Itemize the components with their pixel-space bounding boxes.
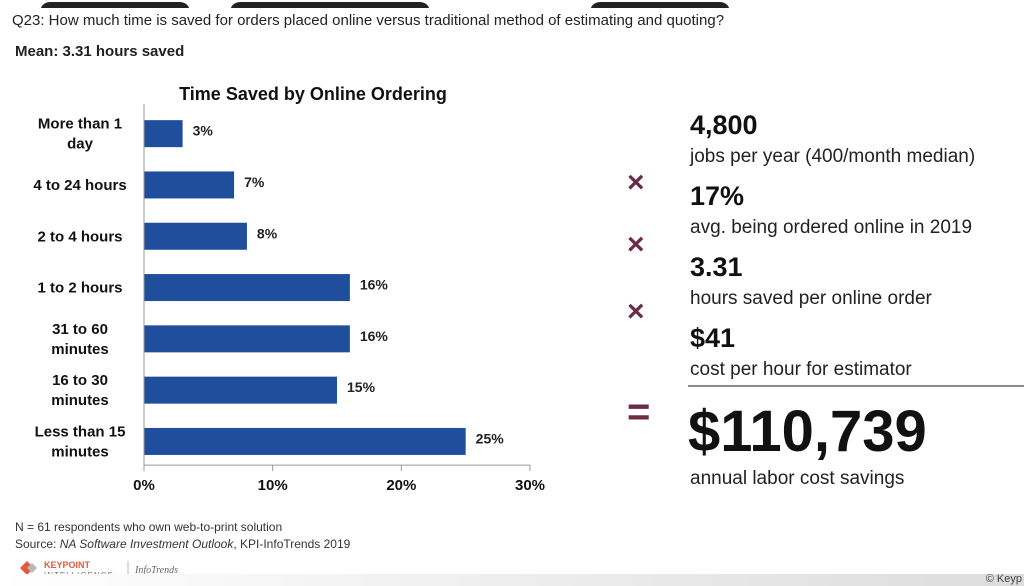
multiply-icon: × (627, 166, 645, 199)
source-note: Source: NA Software Investment Outlook, … (15, 537, 350, 551)
equals-icon: = (627, 390, 651, 434)
category-label: More than 1 (38, 116, 122, 133)
x-tick-label: 0% (133, 477, 155, 494)
data-label: 3% (193, 123, 214, 139)
total-savings-value: $110,739 (688, 399, 927, 464)
cost-per-hour-label: cost per hour for estimator (690, 359, 912, 380)
category-label: 1 to 2 hours (37, 280, 122, 297)
category-label: 31 to 60 (52, 321, 108, 338)
category-label: minutes (51, 443, 109, 460)
online-share-value: 17% (690, 181, 745, 211)
category-label: 16 to 30 (52, 372, 108, 389)
source-title: NA Software Investment Outlook (59, 537, 234, 551)
data-label: 7% (244, 174, 265, 190)
multiply-icon: × (627, 228, 645, 261)
divider-line (688, 385, 1024, 387)
bar (144, 120, 183, 148)
respondents-note: N = 61 respondents who own web-to-print … (15, 520, 283, 534)
cost-per-hour-value: $41 (690, 323, 736, 353)
logo-mark-icon (20, 561, 37, 575)
total-savings-label: annual labor cost savings (690, 468, 905, 489)
source-suffix: , KPI-InfoTrends 2019 (233, 537, 351, 551)
source-prefix: Source: (15, 537, 60, 551)
logo-line1: KEYPOINT (44, 560, 91, 570)
survey-question: Q23: How much time is saved for orders p… (12, 12, 725, 29)
chart-title: Time Saved by Online Ordering (179, 84, 447, 104)
hours-saved-value: 3.31 (690, 252, 743, 282)
category-label: Less than 15 (35, 423, 126, 440)
bar (144, 325, 350, 353)
mean-summary: Mean: 3.31 hours saved (15, 43, 185, 60)
data-label: 16% (360, 328, 389, 344)
jobs-per-year-label: jobs per year (400/month median) (690, 146, 976, 167)
bar (144, 171, 235, 199)
online-share-label: avg. being ordered online in 2019 (690, 217, 973, 238)
cut-off-title-strip (0, 0, 1024, 8)
data-label: 16% (360, 277, 389, 293)
category-label: 4 to 24 hours (33, 177, 126, 194)
data-label: 8% (257, 225, 278, 241)
x-tick-label: 10% (258, 477, 288, 494)
jobs-per-year-value: 4,800 (690, 110, 758, 140)
category-label: minutes (51, 392, 109, 409)
bar (144, 427, 466, 455)
category-label: day (67, 136, 94, 153)
copyright-text: © Keyp (985, 573, 1022, 585)
bar (144, 274, 350, 302)
x-tick-label: 30% (515, 477, 545, 494)
category-label: minutes (51, 341, 109, 358)
category-label: 2 to 4 hours (37, 228, 122, 245)
logo-sub: InfoTrends (134, 565, 178, 576)
hours-saved-label: hours saved per online order (690, 288, 932, 309)
bar (144, 376, 337, 404)
bar-chart: Time Saved by Online Ordering 3% More than… (33, 84, 545, 494)
x-tick-label: 20% (386, 477, 416, 494)
footer-bar (0, 574, 1024, 586)
data-label: 15% (347, 379, 376, 395)
multiply-icon: × (627, 295, 645, 328)
data-label: 25% (476, 430, 505, 446)
bar (144, 222, 247, 250)
